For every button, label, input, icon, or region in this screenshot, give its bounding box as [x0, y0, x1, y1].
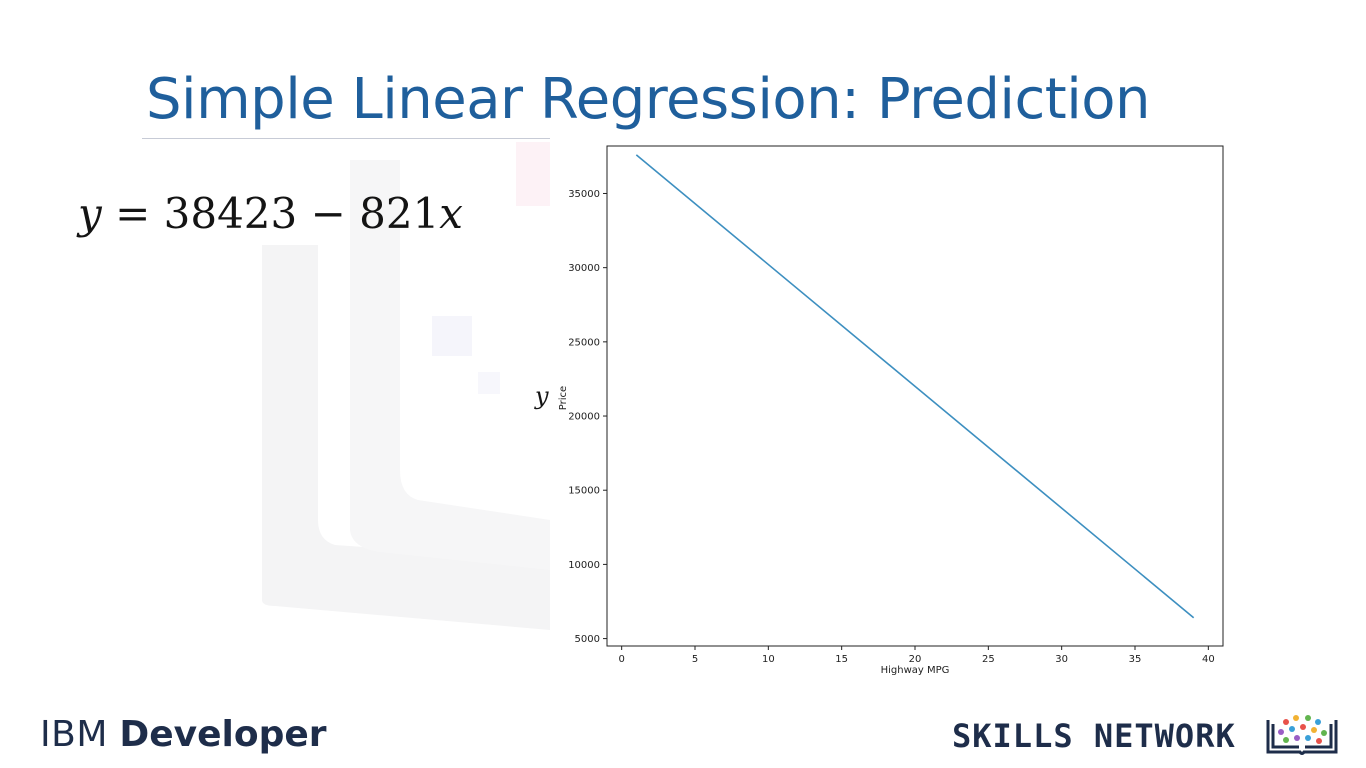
plot-area [606, 145, 1224, 647]
y-annotation: y [535, 382, 549, 410]
y-tick-label: 25000 [568, 337, 600, 348]
x-axis-label: Highway MPG [881, 665, 950, 676]
x-tick-label: 25 [982, 654, 995, 665]
book-network-icon [1266, 715, 1338, 755]
x-tick-label: 0 [618, 654, 624, 665]
developer-word: Developer [119, 714, 327, 755]
y-tick-label: 10000 [568, 560, 600, 571]
equation-variable: x [439, 189, 463, 238]
skills-network-logo: SKILLS NETWORK [952, 717, 1236, 755]
equation-lhs: y [78, 189, 102, 238]
y-tick-label: 15000 [568, 486, 600, 497]
regression-line-chart: 5000 10000 15000 20000 25000 30000 35000 0 5 10 1… [558, 145, 1224, 676]
y-tick-label: 5000 [575, 634, 600, 645]
x-tick-label: 30 [1055, 654, 1068, 665]
regression-line [635, 154, 1195, 619]
x-tick-label: 40 [1202, 654, 1215, 665]
ibm-developer-logo: IBM Developer [40, 710, 327, 760]
x-axis: 0 5 10 15 20 25 30 35 40 [618, 646, 1215, 665]
y-tick-label: 30000 [568, 263, 600, 274]
x-tick-label: 35 [1129, 654, 1142, 665]
x-tick-label: 10 [762, 654, 775, 665]
x-tick-label: 20 [909, 654, 922, 665]
x-tick-label: 15 [835, 654, 848, 665]
equation-body: = 38423 − 821 [101, 189, 440, 238]
slide-title: Simple Linear Regression: Prediction [146, 67, 1151, 132]
regression-equation: y = 38423 − 821x [78, 186, 463, 242]
y-axis: 5000 10000 15000 20000 25000 30000 35000 [568, 189, 607, 645]
x-tick-label: 5 [692, 654, 698, 665]
title-underline [142, 138, 550, 139]
y-tick-label: 35000 [568, 189, 600, 200]
y-axis-label: Price [558, 386, 569, 410]
series-group [635, 154, 1195, 619]
ibm-word: IBM [40, 714, 108, 755]
y-tick-label: 20000 [568, 412, 600, 423]
